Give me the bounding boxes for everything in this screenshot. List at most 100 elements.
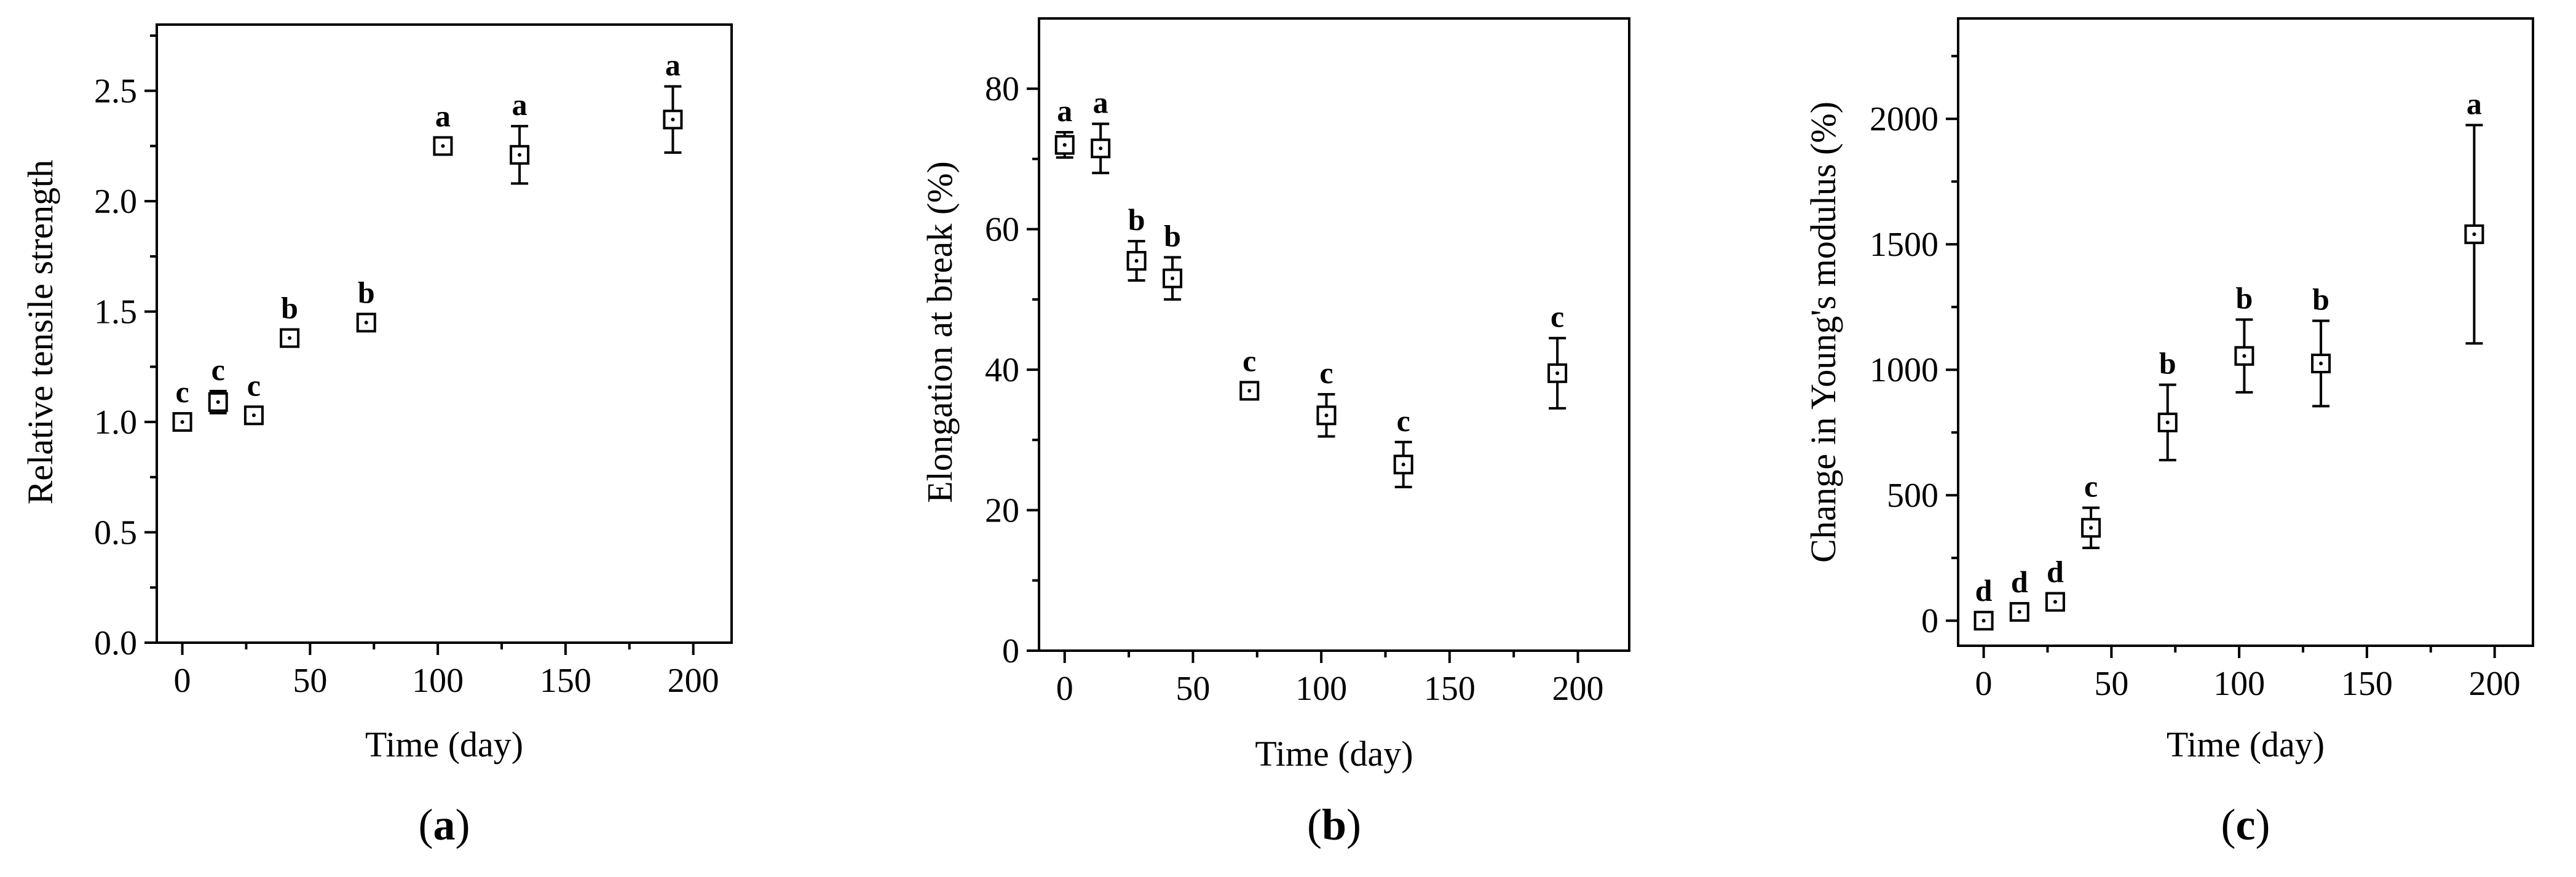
y-tick-label: 2000 xyxy=(1870,100,1938,138)
data-point-center xyxy=(2165,420,2170,424)
significance-label: c xyxy=(1551,300,1564,334)
significance-label: b xyxy=(2159,346,2176,381)
data-point-center xyxy=(1401,462,1405,467)
x-tick-label: 50 xyxy=(1175,670,1210,708)
significance-label: a xyxy=(435,98,451,133)
data-point-center xyxy=(1247,389,1252,393)
significance-label: b xyxy=(1164,218,1181,253)
x-tick-label: 150 xyxy=(540,662,591,700)
panel-label: (b) xyxy=(1307,800,1361,849)
x-tick-label: 200 xyxy=(2469,665,2521,703)
significance-label: d xyxy=(2047,555,2064,589)
y-tick-label: 0.5 xyxy=(94,514,137,552)
data-point-center xyxy=(1555,371,1560,375)
data-point-center xyxy=(1134,259,1139,263)
significance-label: a xyxy=(665,48,681,82)
y-tick-label: 40 xyxy=(985,351,1019,389)
data-point xyxy=(1393,454,1413,475)
panel-label: (a) xyxy=(419,800,470,849)
panel-a: 0 50 100 150 200 0.0 0.5 1.0 1.5 2.0 2.5 Time (day)… xyxy=(20,23,733,849)
x-tick-label: 200 xyxy=(1552,670,1604,708)
significance-label: b xyxy=(358,276,375,310)
data-point-center xyxy=(1062,143,1067,147)
x-tick-label: 200 xyxy=(668,662,719,700)
x-tick-label: 50 xyxy=(2094,665,2128,703)
data-point-center xyxy=(1324,413,1329,418)
y-tick-label: 1.5 xyxy=(94,293,137,331)
x-tick-label: 100 xyxy=(2213,665,2265,703)
plot-frame xyxy=(1038,17,1630,652)
data-point-center xyxy=(288,336,292,340)
data-point-center xyxy=(2053,600,2057,604)
data-point-center xyxy=(364,320,368,325)
significance-label: c xyxy=(1319,355,1333,390)
significance-label: c xyxy=(1397,403,1410,438)
data-point xyxy=(208,392,228,412)
significance-label: a xyxy=(1093,85,1108,119)
y-tick-label: 2.5 xyxy=(94,73,137,111)
y-tick-label: 0 xyxy=(1921,602,1938,640)
data-point-center xyxy=(2472,232,2476,236)
significance-label: b xyxy=(2312,282,2329,317)
y-tick-label: 0 xyxy=(1002,632,1019,670)
significance-label: c xyxy=(2084,469,2098,504)
data-point-center xyxy=(671,117,675,122)
x-axis-title: Time (day) xyxy=(1255,734,1413,774)
data-point-center xyxy=(2089,526,2093,530)
y-tick-label: 80 xyxy=(985,70,1019,108)
significance-label: b xyxy=(2236,281,2253,315)
data-point-center xyxy=(2017,609,2021,614)
y-axis-title: Relative tensile strength xyxy=(20,160,60,505)
y-tick-label: 500 xyxy=(1887,477,1938,515)
significance-label: d xyxy=(2011,565,2028,599)
significance-label: b xyxy=(1128,202,1145,237)
data-point xyxy=(2157,412,2178,432)
data-point-center xyxy=(1099,146,1103,151)
y-tick-label: 0.0 xyxy=(94,624,137,662)
data-point xyxy=(2009,601,2029,622)
significance-label: a xyxy=(512,87,527,122)
data-point-center xyxy=(251,413,256,418)
data-point-center xyxy=(1171,276,1175,280)
y-tick-label: 2.0 xyxy=(94,183,137,221)
data-point-center xyxy=(216,400,220,404)
panel-label-letter: a xyxy=(433,800,456,849)
y-tick-label: 1.0 xyxy=(94,403,137,442)
data-point-center xyxy=(1981,619,1986,623)
x-tick-label: 150 xyxy=(1424,670,1476,708)
significance-label: c xyxy=(211,352,225,387)
significance-label: b xyxy=(281,291,298,325)
data-point xyxy=(243,405,264,426)
data-point xyxy=(1973,611,1994,631)
x-tick-label: 50 xyxy=(293,662,327,700)
x-tick-label: 0 xyxy=(1975,665,1993,703)
data-point xyxy=(510,145,530,165)
significance-label: a xyxy=(1057,93,1072,128)
data-point-center xyxy=(2242,354,2246,358)
y-tick-label: 1000 xyxy=(1870,351,1938,389)
data-point xyxy=(280,328,300,348)
data-point xyxy=(1547,363,1568,383)
x-tick-label: 150 xyxy=(2341,665,2393,703)
panel-label-letter: c xyxy=(2236,800,2256,849)
x-axis-title: Time (day) xyxy=(2167,724,2325,764)
y-tick-label: 1500 xyxy=(1870,226,1938,264)
significance-label: c xyxy=(247,368,261,402)
x-tick-label: 0 xyxy=(1056,670,1073,708)
data-point-center xyxy=(441,144,445,148)
y-tick-label: 60 xyxy=(985,211,1019,249)
x-axis-title: Time (day) xyxy=(365,724,523,764)
significance-label: d xyxy=(1975,573,1993,608)
significance-label: c xyxy=(175,375,189,409)
plot-frame xyxy=(156,23,733,644)
y-axis-title: Elongation at break (%) xyxy=(920,161,960,503)
data-point-center xyxy=(518,153,522,157)
plot-frame xyxy=(1957,17,2534,647)
panel-b: 0 50 100 150 200 0 20 40 60 80 Time (day) Elongatio… xyxy=(920,17,1630,849)
panel-label: (c) xyxy=(2221,800,2270,849)
data-point xyxy=(2081,518,2101,538)
y-tick-label: 20 xyxy=(985,492,1019,530)
data-point-center xyxy=(180,420,184,424)
